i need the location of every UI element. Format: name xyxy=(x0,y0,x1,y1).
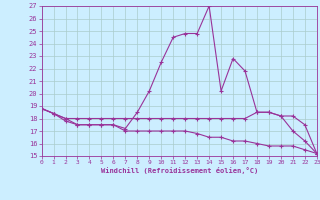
X-axis label: Windchill (Refroidissement éolien,°C): Windchill (Refroidissement éolien,°C) xyxy=(100,167,258,174)
